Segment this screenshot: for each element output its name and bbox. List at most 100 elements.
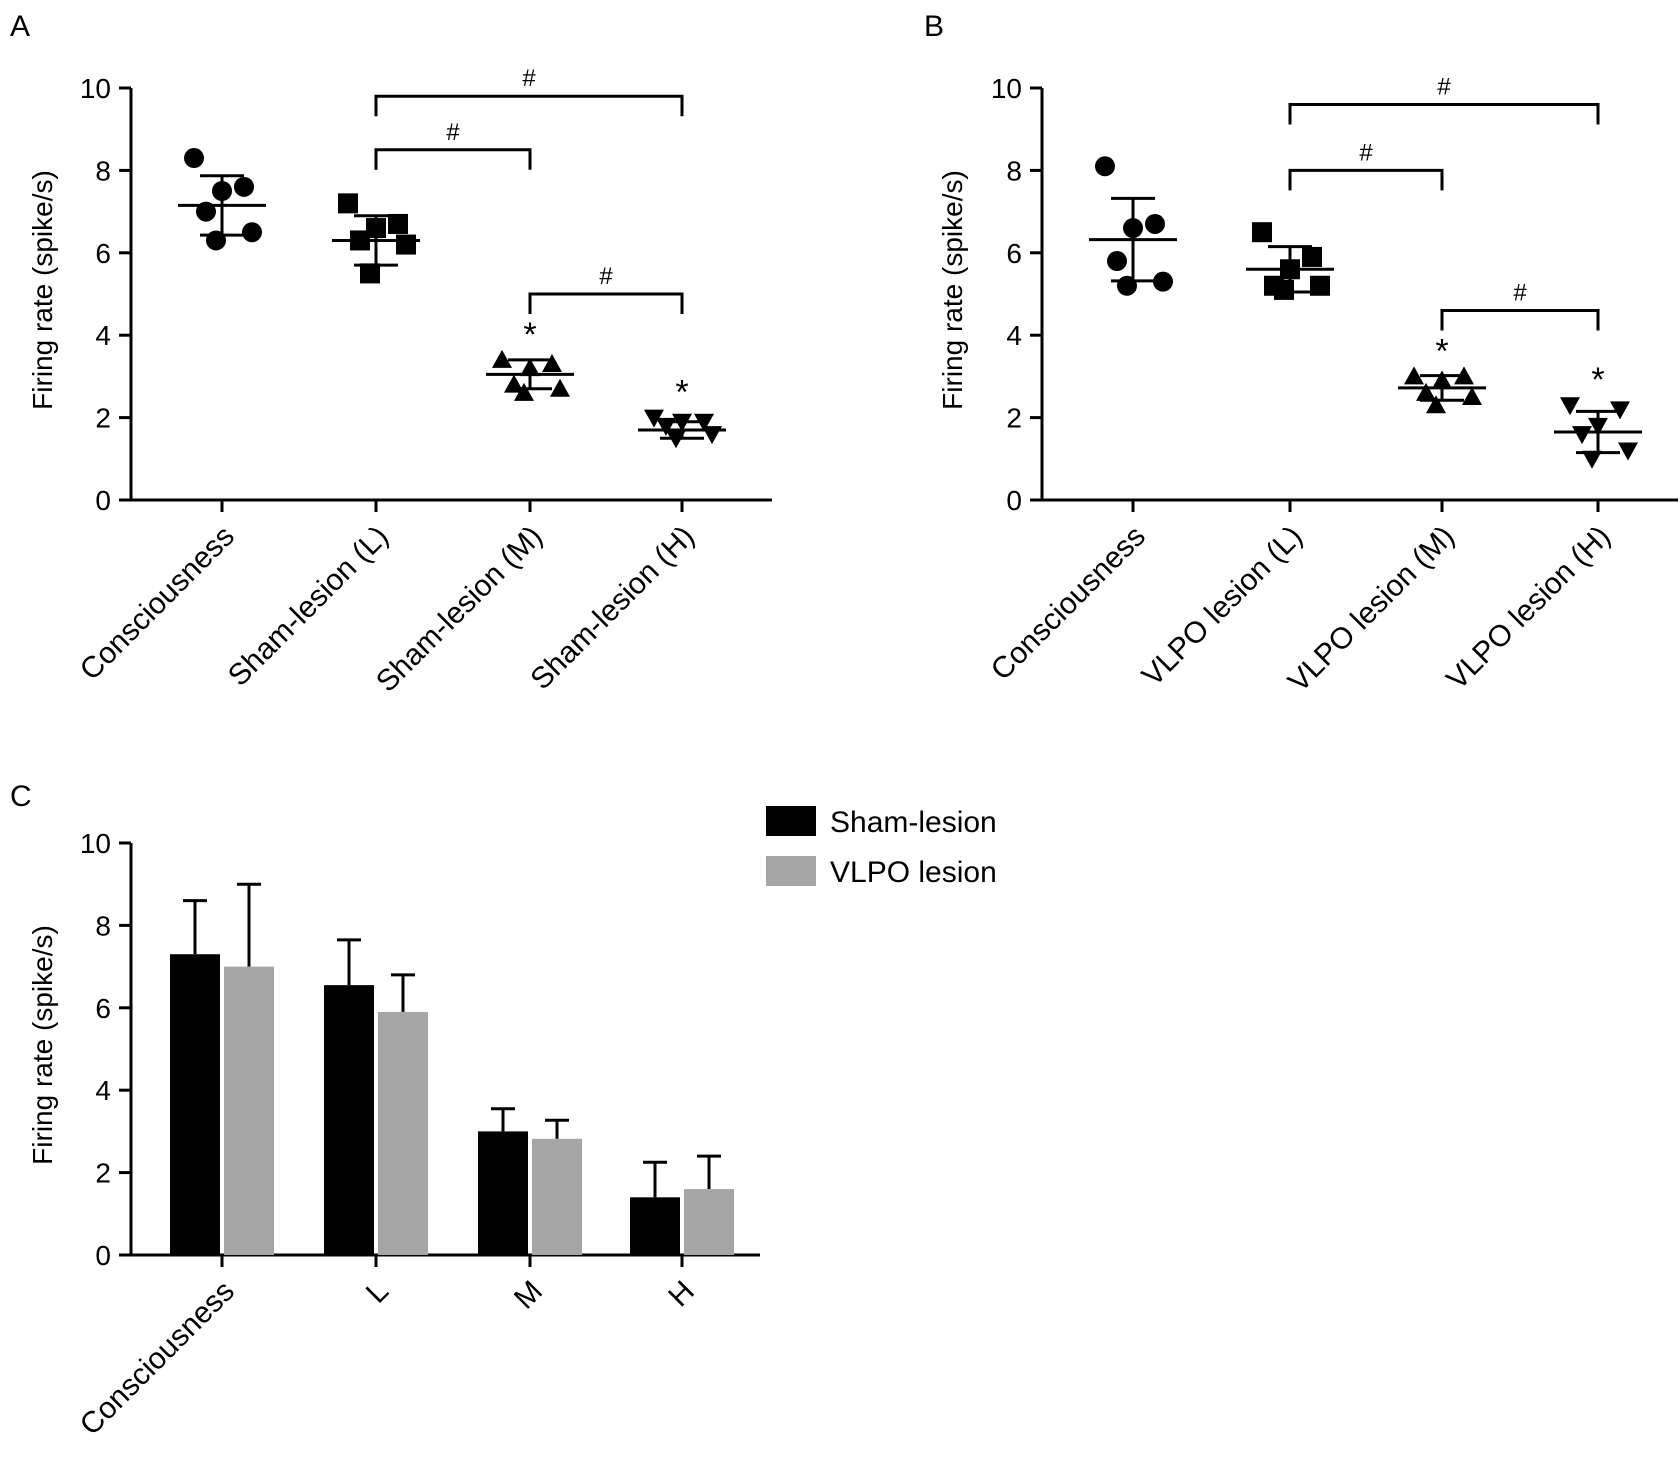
panel-a-x-tick-label: Consciousness	[74, 520, 241, 687]
panel-a-star-label: *	[523, 316, 536, 354]
panel-b-point-circle	[1095, 156, 1115, 177]
panel-c-legend-swatch	[766, 856, 816, 886]
panel-a-point-triangle-up	[504, 374, 524, 393]
panel-c-bar	[478, 1131, 528, 1255]
panel-a-point-triangle-down	[666, 430, 686, 449]
panel-b-star-label: *	[1591, 361, 1604, 399]
panel-b-y-tick-label: 10	[991, 73, 1022, 104]
panel-b-significance-bracket	[1288, 168, 1444, 191]
panel-c-bar	[224, 966, 274, 1255]
panel-b-point-triangle-down	[1610, 401, 1630, 420]
panel-letter-c: C	[10, 780, 32, 813]
panel-b-point-triangle-up	[1432, 370, 1452, 389]
panel-a-x-tick-label: Sham-lesion (L)	[222, 520, 395, 693]
panel-a-point-triangle-up	[520, 358, 540, 377]
panel-c-y-tick-label: 4	[95, 1075, 111, 1106]
panel-b-point-triangle-down	[1572, 426, 1592, 445]
panel-b-y-axis-title: Firing rate (spike/s)	[937, 170, 968, 410]
panel-b-x-tick-label: VLPO lesion (L)	[1136, 520, 1309, 693]
panel-b-x-tick-label: Consciousness	[985, 520, 1152, 687]
panel-c-bar	[630, 1197, 680, 1255]
panel-a-x-tick-label: Sham-lesion (M)	[370, 520, 549, 699]
panel-b-y-tick-label: 4	[1006, 320, 1022, 351]
panel-c-bar	[324, 985, 374, 1255]
panel-b-significance-bracket	[1288, 102, 1600, 125]
panel-a-point-triangle-up	[550, 378, 570, 397]
panel-b-y-tick-label: 0	[1006, 485, 1022, 516]
panel-b-point-circle	[1153, 271, 1173, 292]
panel-b-point-triangle-up	[1454, 366, 1474, 385]
panel-b-point-circle	[1107, 251, 1127, 272]
panel-c-legend-label: VLPO lesion	[830, 856, 997, 889]
panel-b-y-tick-label: 6	[1006, 238, 1022, 269]
panel-b-point-square	[1252, 222, 1272, 243]
panel-b-point-triangle-up	[1426, 395, 1446, 414]
panel-c-plot: 0 2 4 6 8 10 Consciousness L M H Sham-lesion VLPO l…	[74, 806, 997, 1442]
panel-b-point-triangle-down	[1618, 442, 1638, 461]
panel-a-point-square	[338, 193, 358, 214]
panel-c-y-tick-label: 2	[95, 1158, 111, 1189]
panel-a-y-tick-label: 10	[80, 73, 111, 104]
panel-c-x-tick-label: H	[662, 1275, 701, 1314]
panel-a-y-tick-label: 4	[95, 320, 111, 351]
panel-b-point-square	[1310, 275, 1330, 296]
panel-b-point-circle	[1117, 275, 1137, 296]
panel-a-y-tick-label: 8	[95, 155, 111, 186]
panel-c-y-tick-label: 6	[95, 993, 111, 1024]
panel-c-bar	[378, 1011, 428, 1255]
panel-a-point-square	[360, 263, 380, 284]
panel-c-y-tick-label: 10	[80, 828, 111, 859]
panel-a-point-triangle-down	[644, 409, 664, 428]
panel-b-point-circle	[1123, 218, 1143, 239]
panel-c-bar	[170, 954, 220, 1255]
panel-c-legend-swatch	[766, 806, 816, 836]
panel-a-point-triangle-down	[702, 426, 722, 445]
panel-b-point-square	[1280, 259, 1300, 280]
panel-b-point-triangle-down	[1582, 450, 1602, 469]
panel-a-significance-label: #	[522, 65, 536, 92]
panel-a-point-circle	[212, 181, 232, 201]
panel-a-point-circle	[234, 176, 254, 197]
panel-a-significance-bracket	[528, 292, 684, 314]
panel-letter-b: B	[924, 10, 944, 43]
panel-b-point-triangle-down	[1560, 397, 1580, 416]
panel-b-x-tick-label: VLPO lesion (M)	[1282, 520, 1461, 699]
panel-a-x-tick-label: Sham-lesion (H)	[524, 520, 701, 697]
panel-c-bar	[684, 1189, 734, 1255]
panel-a-point-square	[350, 230, 370, 251]
panel-a-point-circle	[242, 222, 262, 243]
panel-c-bar	[532, 1138, 582, 1255]
panel-b-significance-label: #	[1437, 73, 1451, 100]
panel-a-point-triangle-up	[514, 382, 534, 401]
panel-a-point-circle	[206, 230, 226, 251]
panel-a-y-tick-label: 0	[95, 485, 111, 516]
panel-a-point-square	[396, 234, 416, 255]
panel-a-point-triangle-down	[656, 417, 676, 436]
panel-letter-a: A	[10, 10, 30, 43]
panel-a-point-triangle-down	[672, 413, 692, 432]
panel-b-significance-label: #	[1359, 139, 1373, 166]
panel-b-point-square	[1302, 246, 1322, 267]
panel-c-y-tick-label: 8	[95, 910, 111, 941]
panel-a-point-square	[366, 218, 386, 239]
panel-a-point-triangle-down	[694, 413, 714, 432]
panel-a-point-circle	[184, 148, 204, 169]
panel-b-point-triangle-up	[1416, 382, 1436, 401]
panel-c-y-tick-label: 0	[95, 1240, 111, 1271]
panel-a-significance-label: #	[446, 119, 460, 146]
panel-a-point-triangle-up	[542, 354, 562, 373]
panel-b-point-square	[1274, 279, 1294, 300]
panel-a-y-axis-title: Firing rate (spike/s)	[27, 170, 58, 410]
panel-b-point-circle	[1145, 213, 1165, 234]
panel-b-x-tick-label: VLPO lesion (H)	[1440, 520, 1617, 697]
panel-b-star-label: *	[1435, 332, 1448, 370]
panel-c-x-tick-label: M	[508, 1275, 549, 1316]
panel-b-significance-label: #	[1513, 279, 1527, 306]
panel-b-point-triangle-up	[1462, 387, 1482, 405]
panel-c-x-tick-label: L	[360, 1275, 395, 1310]
panel-b-significance-bracket	[1440, 308, 1600, 331]
panel-b-point-triangle-down	[1588, 417, 1608, 436]
